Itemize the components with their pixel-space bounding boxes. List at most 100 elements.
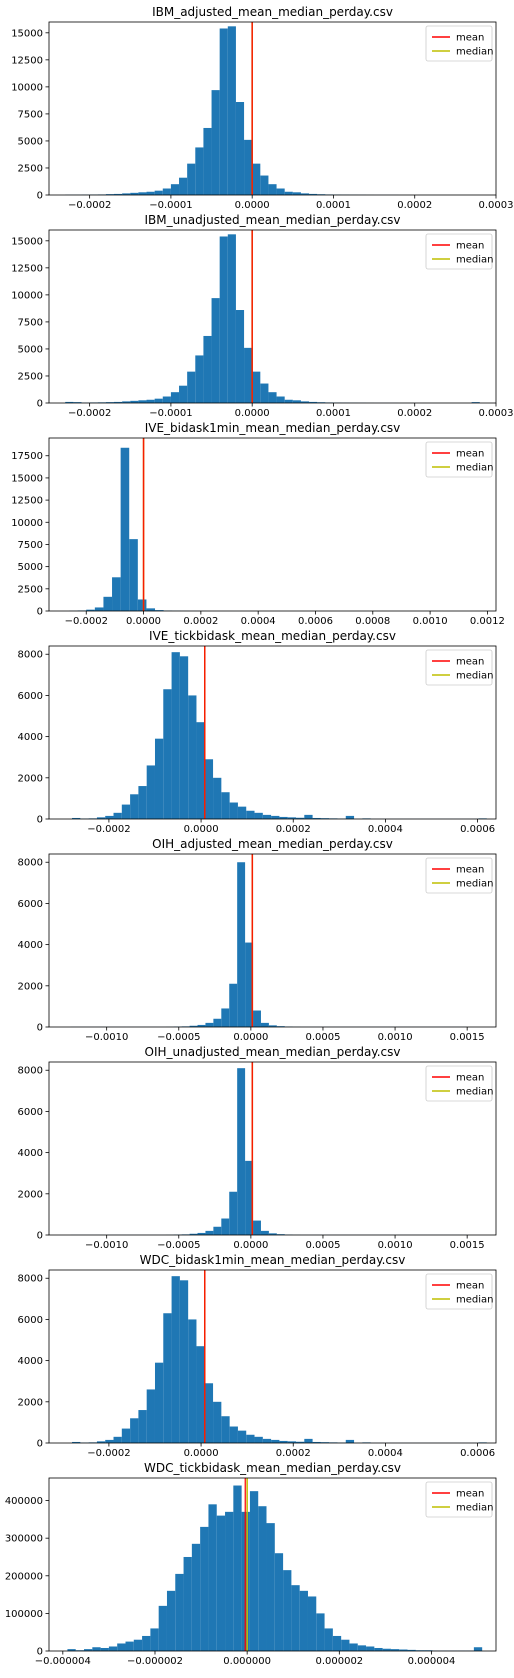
y-tick-label: 8000 xyxy=(18,1066,43,1077)
histogram-bar xyxy=(146,765,155,819)
histogram-bar xyxy=(130,192,139,195)
histogram-bar xyxy=(233,1485,242,1651)
legend-label-mean: mean xyxy=(456,449,484,460)
x-tick-label: 0.0006 xyxy=(460,824,495,835)
chart-title: WDC_tickbidask_mean_median_perday.csv xyxy=(144,1461,401,1475)
x-tick-label: 0.0015 xyxy=(450,1240,485,1251)
legend-label-mean: mean xyxy=(456,865,484,876)
histogram-bar xyxy=(205,1022,214,1027)
x-tick-label: 0.0002 xyxy=(397,408,432,419)
plot-frame xyxy=(48,437,497,612)
x-tick-label: −0.0002 xyxy=(65,616,108,627)
y-tick-label: 2500 xyxy=(18,371,43,382)
histogram-bar xyxy=(179,385,188,403)
legend-label-median: median xyxy=(456,463,494,474)
x-tick-label: −0.0010 xyxy=(85,1032,128,1043)
histogram-bar xyxy=(170,392,180,403)
histogram-bar xyxy=(229,802,238,819)
y-tick-label: 0 xyxy=(37,191,43,202)
histogram-bar xyxy=(114,401,123,403)
histogram-bar xyxy=(253,1220,261,1235)
legend-label-mean: mean xyxy=(456,241,484,252)
histogram-bar xyxy=(105,194,115,195)
histogram-bar xyxy=(235,102,245,195)
y-tick-label: 4000 xyxy=(18,732,43,743)
histogram-bar xyxy=(349,1643,358,1651)
histogram-bar xyxy=(266,1523,275,1651)
histogram-bar xyxy=(96,817,106,819)
y-tick-label: 0 xyxy=(37,1231,43,1242)
histogram-bar xyxy=(471,402,480,403)
histogram-bar xyxy=(197,1232,206,1235)
histogram-bar xyxy=(221,1416,230,1443)
y-tick-label: 0 xyxy=(37,1439,43,1450)
y-tick-label: 12500 xyxy=(11,55,43,66)
histogram-bar xyxy=(100,1647,109,1651)
histogram-bar xyxy=(196,1346,205,1443)
x-tick-label: 0.0004 xyxy=(241,616,276,627)
histogram-bar xyxy=(245,1160,254,1235)
histogram-bar xyxy=(113,1436,122,1443)
histogram-bar xyxy=(197,1024,206,1027)
y-tick-label: 5000 xyxy=(18,562,43,573)
y-tick-label: 6000 xyxy=(18,1107,43,1118)
histogram-panel-7: WDC_bidask1min_mean_median_perday.csv −0.… xyxy=(18,1253,497,1459)
legend-label-median: median xyxy=(456,879,494,890)
histogram-bar xyxy=(262,1438,272,1443)
histogram-panel-2: IBM_unadjusted_mean_median_perday.csv −0.… xyxy=(11,213,513,419)
x-tick-label: 0.0015 xyxy=(450,1032,485,1043)
y-tick-label: 0 xyxy=(37,1647,43,1658)
histogram-bar xyxy=(229,983,238,1027)
histogram-bar xyxy=(262,814,272,819)
y-tick-label: 4000 xyxy=(18,1148,43,1159)
x-tick-label: −0.0002 xyxy=(68,408,111,419)
histogram-bar xyxy=(211,298,220,403)
y-tick-label: 7500 xyxy=(18,317,43,328)
histogram-bar xyxy=(296,1441,305,1443)
x-tick-label: 0.0000 xyxy=(184,1448,219,1459)
histogram-bar xyxy=(291,1585,300,1651)
x-tick-label: −0.0002 xyxy=(87,824,130,835)
legend-box xyxy=(425,233,493,270)
histogram-bar xyxy=(188,1319,197,1443)
histogram-bar xyxy=(211,90,220,195)
y-tick-label: 8000 xyxy=(18,858,43,869)
histogram-bar xyxy=(138,786,147,819)
chart-title: IBM_adjusted_mean_median_perday.csv xyxy=(152,5,393,19)
histogram-bar xyxy=(189,1025,198,1027)
histogram-bar xyxy=(65,401,74,403)
x-tick-label: 0.0000 xyxy=(235,408,270,419)
histogram-bar xyxy=(309,193,318,195)
histogram-bar xyxy=(312,1441,321,1443)
histogram-bar xyxy=(252,371,261,403)
histogram-bar xyxy=(121,1428,131,1443)
x-tick-label: 0.0001 xyxy=(316,408,351,419)
x-tick-label: 0.0000 xyxy=(126,616,161,627)
chart-title: OIH_adjusted_mean_median_perday.csv xyxy=(152,837,393,851)
legend-box xyxy=(425,441,493,478)
histogram-bar xyxy=(276,188,285,195)
y-tick-label: 7500 xyxy=(18,109,43,120)
histogram-bar xyxy=(163,1313,172,1443)
histogram-bar xyxy=(227,26,236,195)
histogram-bar xyxy=(304,814,313,819)
histogram-bar xyxy=(237,1430,247,1443)
histogram-bar xyxy=(382,1648,391,1651)
histogram-bar xyxy=(150,1628,159,1651)
histogram-bar xyxy=(200,1526,209,1651)
histogram-bar xyxy=(216,1515,226,1651)
histogram-bar xyxy=(208,1504,217,1651)
histogram-bar xyxy=(284,399,293,403)
y-tick-label: 5000 xyxy=(18,136,43,147)
histogram-bar xyxy=(268,1025,277,1027)
legend-label-mean: mean xyxy=(456,1489,484,1500)
histogram-bar xyxy=(245,942,254,1027)
y-tick-label: 2000 xyxy=(18,1189,43,1200)
histogram-bar xyxy=(221,1218,230,1235)
histogram-bar xyxy=(312,817,321,819)
y-tick-label: 0 xyxy=(37,1023,43,1034)
histogram-bar xyxy=(244,347,253,403)
histogram-bar xyxy=(316,1613,325,1651)
y-tick-label: 2000 xyxy=(18,1397,43,1408)
histogram-bar xyxy=(170,184,180,195)
